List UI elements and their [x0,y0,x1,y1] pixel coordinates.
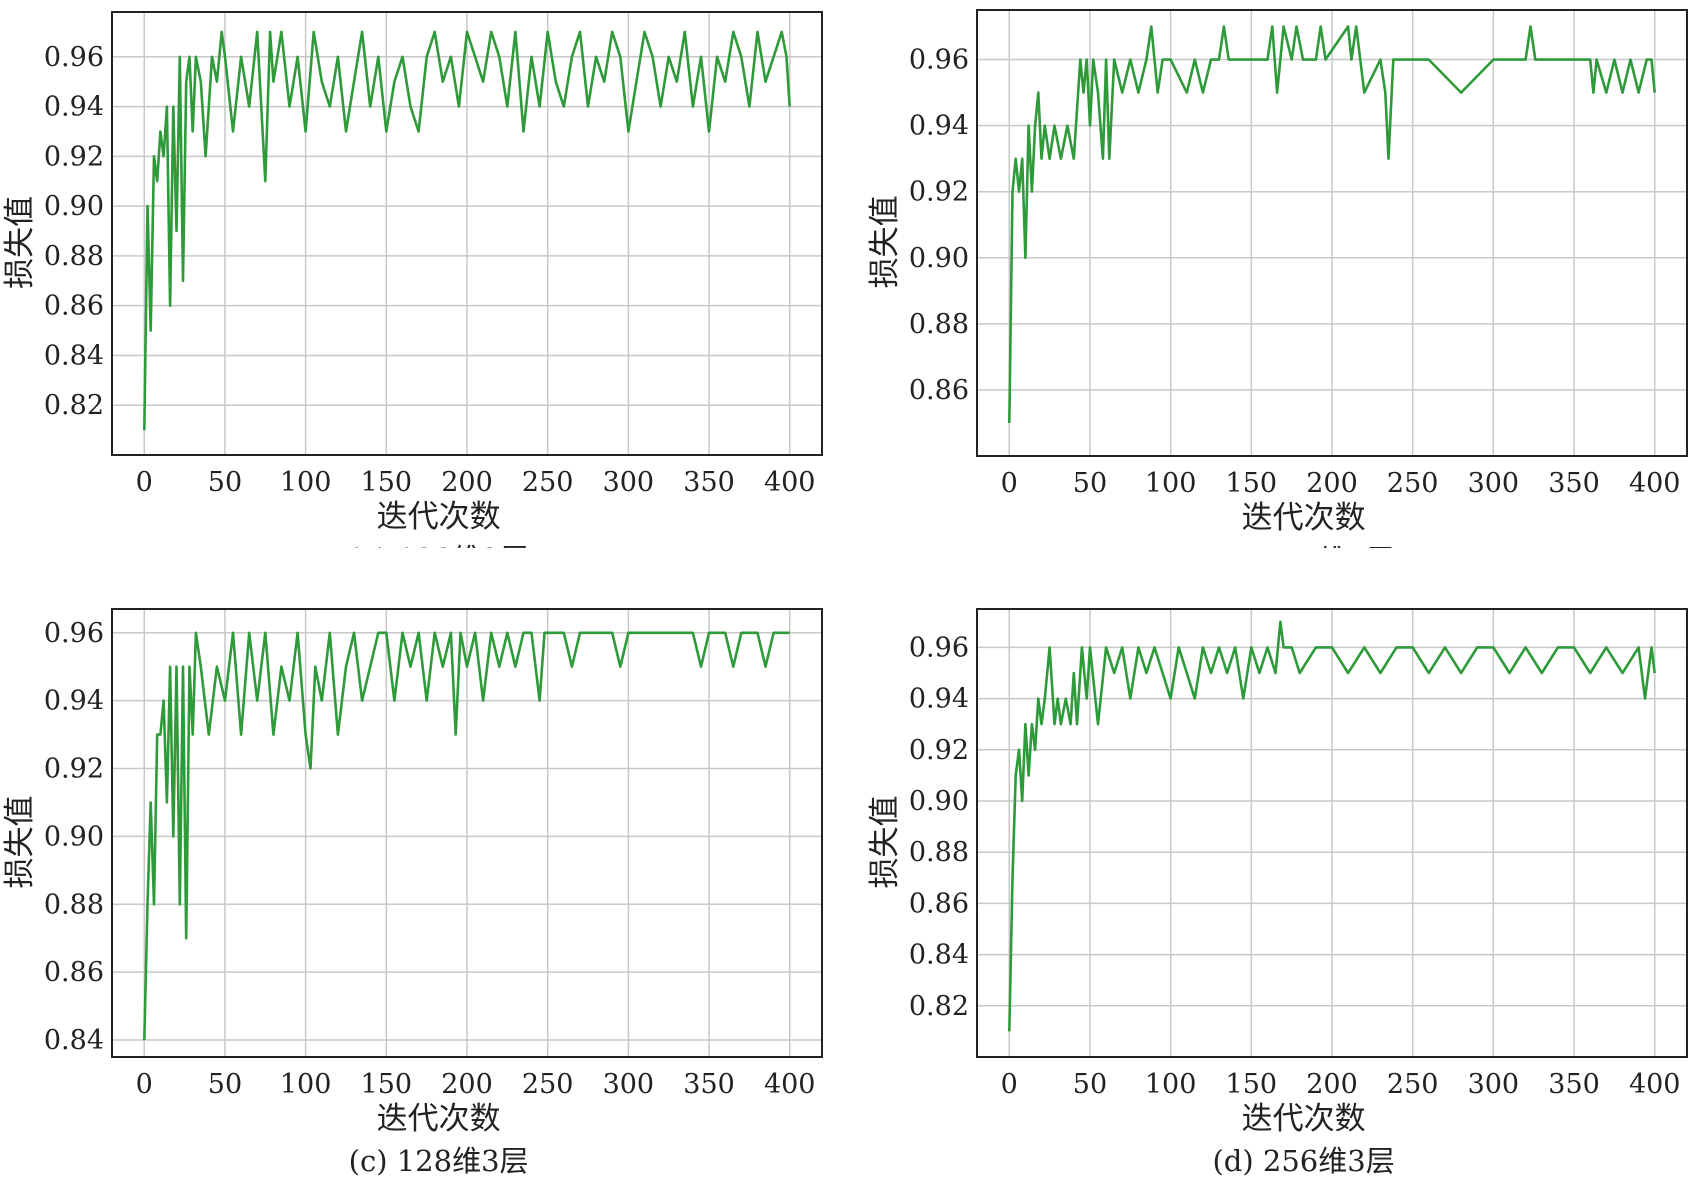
subfigure-caption: (d) 256维3层 [1212,1144,1394,1178]
y-tick-label: 0.88 [44,241,104,272]
y-axis-label: 损失值 [2,795,38,888]
y-tick-label: 0.84 [909,940,969,971]
x-tick-label: 200 [1306,1069,1358,1100]
y-tick-label: 0.84 [44,1025,104,1056]
x-tick-label: 200 [441,467,493,498]
x-tick-label: 100 [280,467,332,498]
y-tick-label: 0.82 [44,390,104,421]
series-line [1008,25,1656,424]
y-tick-label: 0.86 [909,888,969,919]
x-tick-label: 350 [1548,1069,1600,1100]
y-tick-label: 0.94 [909,684,969,715]
subfigure-caption: (a) 128维2层 [348,542,529,548]
y-tick-label: 0.92 [44,754,104,785]
y-tick-label: 0.84 [44,340,104,371]
plot-frame [976,9,1688,457]
x-tick-label: 0 [1001,1069,1018,1100]
x-tick-label: 300 [603,467,655,498]
y-tick-label: 0.86 [44,957,104,988]
series-line [143,30,791,431]
x-tick-label: 250 [522,1069,574,1100]
plot-frame [976,608,1688,1058]
x-axis-label: 迭代次数 [377,499,501,535]
plot-frame [111,608,823,1058]
x-tick-label: 150 [1226,1069,1278,1100]
y-tick-label: 0.94 [44,92,104,123]
x-tick-label: 0 [136,467,153,498]
y-axis-label: 损失值 [867,795,903,888]
chart-panel-d: 0 50 100 150 200 250 300 350 400 0.82 0.84 0.86 0.88… [847,592,1694,1182]
x-tick-label: 200 [1306,468,1358,499]
x-tick-label: 250 [1387,1069,1439,1100]
y-tick-label: 0.82 [909,991,969,1022]
x-tick-label: 250 [522,467,574,498]
subfigure-caption: (c) 128维3层 [349,1144,529,1178]
y-tick-label: 0.96 [909,632,969,663]
y-tick-label: 0.90 [909,786,969,817]
y-tick-label: 0.88 [44,889,104,920]
y-tick-label: 0.96 [44,618,104,649]
x-tick-label: 350 [683,1069,735,1100]
x-tick-label: 400 [764,467,816,498]
y-axis-label: 损失值 [2,196,38,289]
chart-svg: 0 50 100 150 200 250 300 350 400 0.84 0.86 0.88 0.90… [2,608,823,1178]
x-tick-label: 50 [1073,468,1107,499]
x-tick-label: 100 [280,1069,332,1100]
y-tick-label: 0.90 [44,191,104,222]
x-tick-label: 100 [1145,468,1197,499]
x-tick-label: 50 [208,1069,242,1100]
x-tick-label: 350 [683,467,735,498]
y-tick-label: 0.88 [909,837,969,868]
chart-panel-c: 0 50 100 150 200 250 300 350 400 0.84 0.86 0.88 0.90… [0,592,847,1182]
x-tick-label: 400 [764,1069,816,1100]
series-line [1008,620,1656,1032]
y-tick-label: 0.92 [44,141,104,172]
x-tick-label: 300 [603,1069,655,1100]
y-tick-label: 0.94 [44,686,104,717]
x-axis-label: 迭代次数 [1242,500,1366,536]
plot-frame [111,11,823,456]
x-tick-label: 0 [1001,468,1018,499]
x-tick-label: 50 [208,467,242,498]
y-tick-label: 0.86 [909,375,969,406]
x-axis-label: 迭代次数 [377,1101,501,1137]
y-tick-label: 0.92 [909,177,969,208]
series-line [143,631,790,1041]
y-tick-label: 0.92 [909,735,969,766]
y-axis-label: 损失值 [867,195,903,288]
y-tick-label: 0.88 [909,309,969,340]
x-tick-label: 150 [361,1069,413,1100]
y-tick-label: 0.94 [909,111,969,142]
y-tick-label: 0.96 [44,42,104,73]
x-tick-label: 0 [136,1069,153,1100]
x-tick-label: 150 [361,467,413,498]
x-tick-label: 200 [441,1069,493,1100]
chart-svg: 0 50 100 150 200 250 300 350 400 0.82 0.84 0.86 0.88… [867,608,1688,1178]
chart-svg: 0 50 100 150 200 250 300 350 400 0.86 0.88 0.90 0.92… [867,9,1688,577]
x-tick-label: 300 [1468,468,1520,499]
x-tick-label: 100 [1145,1069,1197,1100]
x-tick-label: 150 [1226,468,1278,499]
x-tick-label: 400 [1629,468,1681,499]
chart-svg: 0 50 100 150 200 250 300 350 400 0.82 0.84 0.86 0.88… [2,11,823,576]
x-tick-label: 50 [1073,1069,1107,1100]
x-tick-label: 350 [1548,468,1600,499]
chart-panel-b: 0 50 100 150 200 250 300 350 400 0.86 0.88 0.90 0.92… [847,0,1694,577]
chart-panel-a: 0 50 100 150 200 250 300 350 400 0.82 0.84 0.86 0.88… [0,0,847,576]
y-tick-label: 0.90 [44,821,104,852]
x-axis-label: 迭代次数 [1242,1101,1366,1137]
y-tick-label: 0.90 [909,243,969,274]
y-tick-label: 0.86 [44,291,104,322]
y-tick-label: 0.96 [909,45,969,76]
x-tick-label: 300 [1468,1069,1520,1100]
x-tick-label: 250 [1387,468,1439,499]
subfigure-caption: (b) 256维2层 [1212,543,1394,548]
x-tick-label: 400 [1629,1069,1681,1100]
